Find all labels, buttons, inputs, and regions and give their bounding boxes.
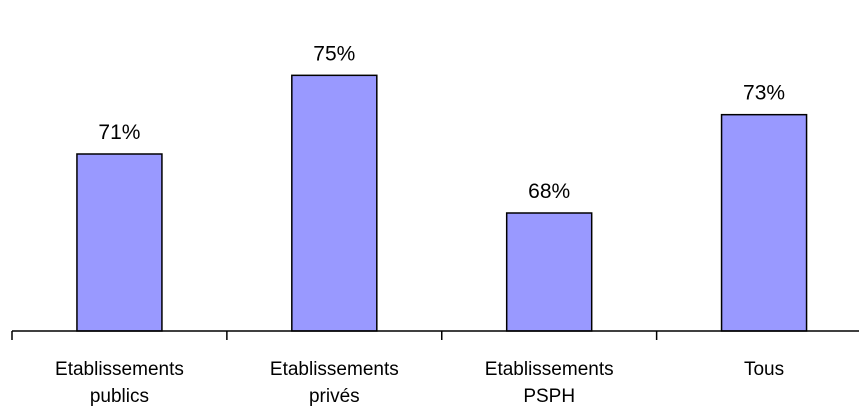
bar bbox=[76, 153, 163, 332]
x-tick-label-line: privés bbox=[309, 386, 360, 407]
data-label: 68% bbox=[528, 180, 570, 203]
x-tick-label-line: PSPH bbox=[523, 386, 575, 407]
x-tick-label-line: Etablissements bbox=[485, 359, 614, 380]
bars-group bbox=[76, 74, 808, 332]
bar bbox=[291, 74, 378, 332]
x-axis-ticks bbox=[11, 331, 658, 340]
x-tick-label-line: publics bbox=[90, 386, 149, 407]
x-axis: Etablissements publics Etablissements privé… bbox=[11, 330, 859, 407]
x-tick-label: Etablissements privés bbox=[270, 359, 399, 407]
x-tick-label: Etablissements PSPH bbox=[485, 359, 614, 407]
x-tick-label: Tous bbox=[744, 359, 784, 380]
x-tick-label: Etablissements publics bbox=[55, 359, 184, 407]
x-tick-label-line: Etablissements bbox=[55, 359, 184, 380]
x-axis-tick-labels: Etablissements publics Etablissements privé… bbox=[55, 359, 784, 407]
data-label: 71% bbox=[98, 121, 140, 144]
data-label: 75% bbox=[313, 42, 355, 65]
data-labels-group: 71% 75% 68% 73% bbox=[98, 42, 785, 203]
bar bbox=[505, 212, 593, 332]
bar bbox=[720, 113, 808, 332]
x-tick-label-line: Tous bbox=[744, 359, 784, 380]
x-tick-label-line: Etablissements bbox=[270, 359, 399, 380]
data-label: 73% bbox=[743, 82, 785, 105]
